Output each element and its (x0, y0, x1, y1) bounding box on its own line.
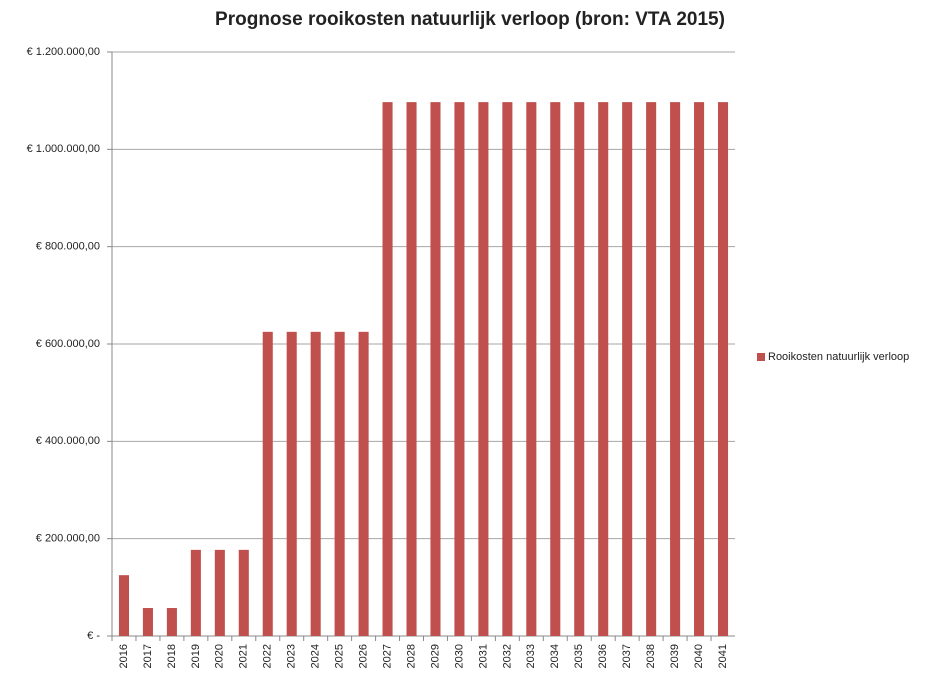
bar (598, 102, 609, 637)
bar (550, 102, 561, 637)
x-tick-label: 2039 (669, 644, 681, 668)
x-tick-label: 2040 (693, 644, 705, 668)
bar (694, 102, 705, 637)
bar (502, 102, 513, 637)
x-tick-label: 2034 (549, 644, 561, 668)
x-tick-label: 2023 (286, 644, 298, 668)
x-tick-label: 2036 (597, 644, 609, 668)
x-tick-label: 2031 (477, 644, 489, 668)
x-tick-label: 2025 (334, 644, 346, 668)
bar (118, 575, 130, 636)
x-tick-label: 2037 (621, 644, 633, 668)
bar (286, 331, 297, 636)
y-tick-label: € - (87, 630, 100, 642)
bar (622, 102, 633, 637)
y-tick-label: € 600.000,00 (36, 338, 100, 350)
x-tick-label: 2022 (262, 644, 274, 668)
legend-label: Rooikosten natuurlijk verloop (768, 351, 909, 363)
bar (190, 549, 201, 636)
bar (526, 102, 537, 637)
bar (334, 331, 345, 636)
x-tick-label: 2041 (717, 644, 729, 668)
bar (670, 102, 681, 637)
bar (717, 102, 729, 637)
x-tick-label: 2017 (142, 644, 154, 668)
x-tick-label: 2024 (310, 644, 322, 668)
chart-title: Prognose rooikosten natuurlijk verloop (… (215, 9, 725, 30)
bar (646, 102, 657, 637)
x-tick-label: 2035 (573, 644, 585, 668)
x-tick-label: 2029 (429, 644, 441, 668)
bar (478, 102, 489, 637)
x-tick-label: 2016 (118, 644, 130, 668)
bar (310, 331, 321, 636)
bar (406, 102, 417, 637)
bar (166, 608, 177, 636)
y-tick-label: € 800.000,00 (36, 241, 100, 253)
bar (454, 102, 465, 637)
x-tick-label: 2018 (166, 644, 178, 668)
x-tick-label: 2030 (453, 644, 465, 668)
y-tick-label: € 200.000,00 (36, 533, 100, 545)
bar (430, 102, 441, 637)
x-tick-label: 2028 (405, 644, 417, 668)
x-tick-label: 2021 (238, 644, 250, 668)
x-tick-label: 2019 (190, 644, 202, 668)
x-tick-label: 2020 (214, 644, 226, 668)
bar (214, 549, 225, 636)
legend-swatch (757, 353, 765, 361)
x-tick-label: 2038 (645, 644, 657, 668)
x-tick-label: 2027 (381, 644, 393, 668)
x-tick-label: 2026 (358, 644, 370, 668)
y-tick-label: € 400.000,00 (36, 435, 100, 447)
bar (574, 102, 585, 637)
x-tick-label: 2032 (501, 644, 513, 668)
x-tick-label: 2033 (525, 644, 537, 668)
bar (382, 102, 393, 637)
bar (238, 549, 249, 636)
bar (358, 331, 369, 636)
bar (142, 608, 153, 636)
bar (262, 331, 273, 636)
y-tick-label: € 1.200.000,00 (27, 46, 100, 58)
y-tick-label: € 1.000.000,00 (27, 143, 100, 155)
